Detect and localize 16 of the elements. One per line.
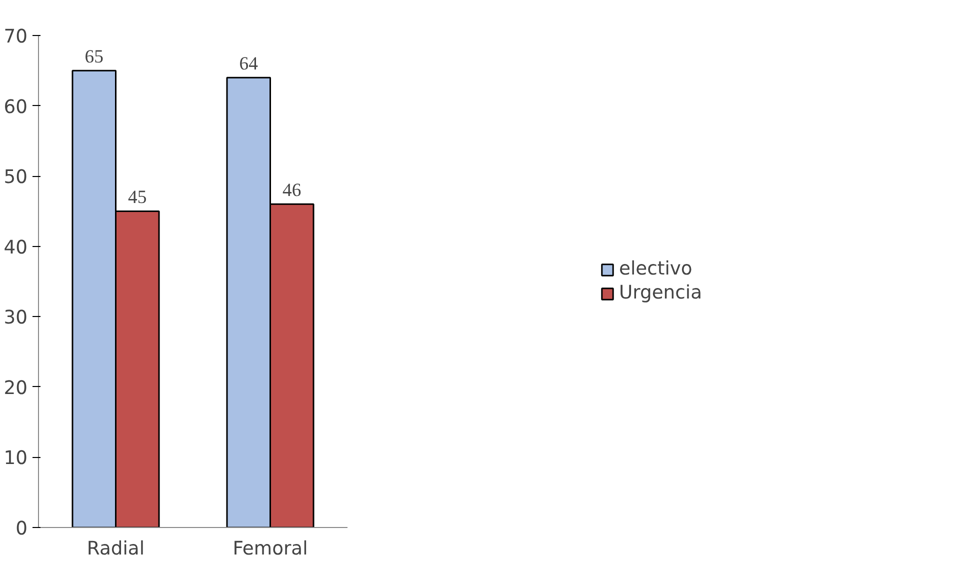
data-label: 46: [282, 180, 302, 202]
y-tick-label: 30: [4, 308, 28, 329]
y-tick-label: 40: [4, 237, 28, 258]
y-tick-label: 60: [4, 96, 28, 118]
y-tick-label: 70: [4, 26, 28, 48]
legend-label: Urgencia: [618, 282, 702, 304]
y-tick-label: 10: [4, 448, 28, 470]
data-label: 64: [239, 54, 259, 75]
data-label: 65: [84, 46, 104, 68]
data-label: 45: [128, 187, 147, 208]
x-tick-label: Femoral: [232, 538, 308, 560]
y-tick-label: 50: [4, 167, 28, 188]
legend-label: electivo: [618, 258, 692, 280]
x-tick-label: Radial: [86, 538, 145, 560]
y-tick-label: 0: [16, 518, 28, 540]
y-tick-label: 20: [4, 378, 28, 399]
